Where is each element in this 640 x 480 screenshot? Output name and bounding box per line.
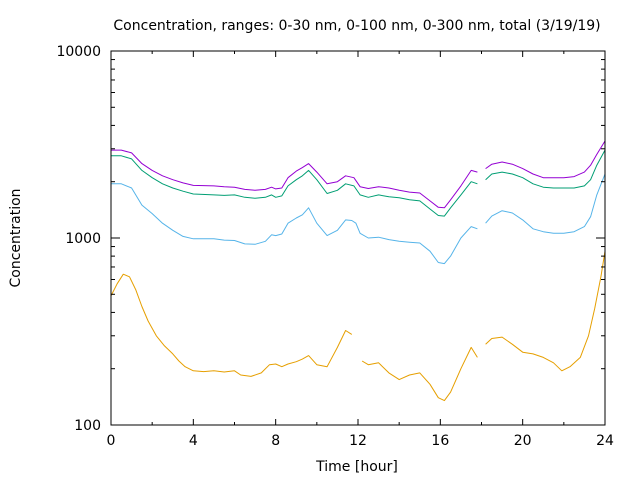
x-tick-label: 8 [271,433,280,449]
x-tick-label: 12 [349,433,367,449]
series-line-1 [111,173,606,265]
x-tick-label: 16 [431,433,449,449]
series-line-3 [111,140,606,209]
y-tick-label: 100 [74,418,101,434]
x-tick-label: 4 [189,433,198,449]
series-line-0 [110,251,606,402]
x-tick-label: 20 [514,433,532,449]
chart-title: Concentration, ranges: 0-30 nm, 0-100 nm… [113,18,600,34]
x-axis-label: Time [hour] [315,459,398,475]
ticks-layer: 0 4 8 12 16 20 24 100 1000 10000 [56,44,614,449]
series-layer [110,140,606,402]
y-tick-label: 1000 [65,231,101,247]
x-tick-label: 0 [107,433,116,449]
x-tick-label: 24 [596,433,614,449]
plot-frame [110,50,606,426]
y-tick-label: 10000 [56,44,101,60]
series-line-2 [111,149,606,217]
y-axis-label: Concentration [8,188,24,287]
